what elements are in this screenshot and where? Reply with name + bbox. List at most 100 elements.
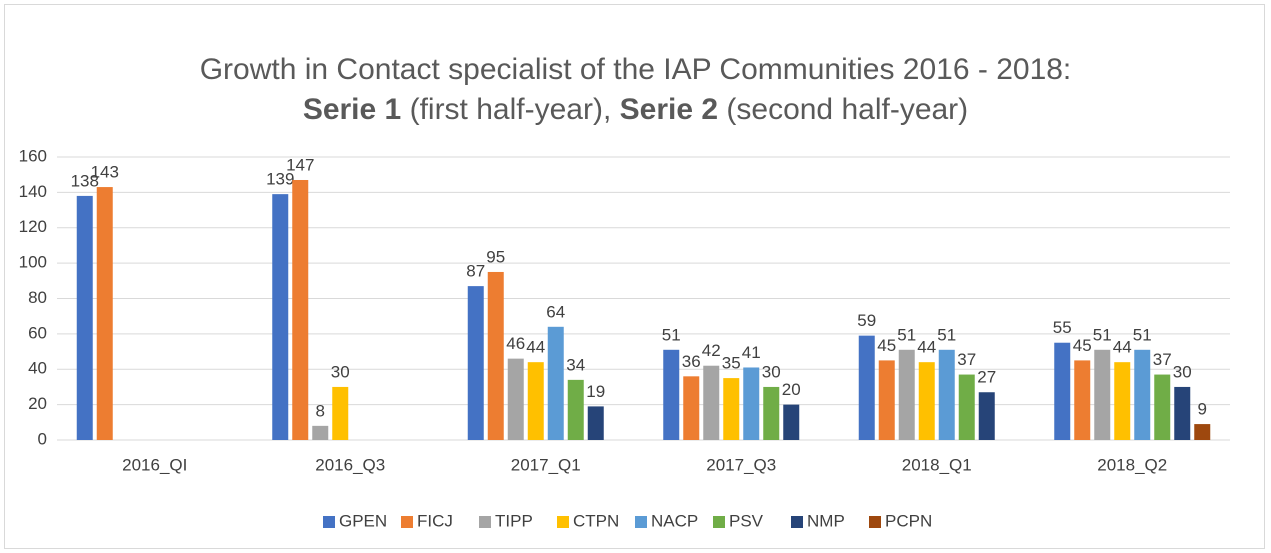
data-label: 138: [71, 171, 99, 190]
bar: [763, 386, 780, 440]
subtitle-part: Serie 2: [619, 93, 719, 126]
y-tick-label: 40: [28, 359, 47, 378]
bar: [272, 194, 289, 440]
legend-swatch: [713, 516, 725, 528]
bar: [1074, 360, 1091, 440]
data-label: 9: [1198, 400, 1207, 419]
y-tick-label: 140: [19, 182, 47, 201]
bar: [487, 271, 504, 440]
bar: [683, 376, 700, 440]
data-label: 55: [1053, 318, 1072, 337]
bar: [467, 286, 484, 440]
bar: [723, 378, 740, 440]
bar: [567, 379, 584, 440]
bar: [878, 360, 895, 440]
y-tick-label: 0: [38, 429, 47, 448]
bar: [76, 195, 93, 440]
legend-swatch: [479, 516, 491, 528]
data-label: 95: [486, 247, 505, 266]
bar: [743, 367, 760, 440]
legend-label: PCPN: [885, 511, 932, 530]
legend-label: NACP: [651, 511, 698, 530]
x-tick-label: 2018_Q2: [1097, 455, 1167, 474]
data-label: 27: [977, 368, 996, 387]
data-label: 139: [266, 170, 294, 189]
legend-label: NMP: [807, 511, 845, 530]
subtitle-part: Serie 1: [302, 93, 402, 126]
bar: [783, 404, 800, 440]
bar: [96, 187, 113, 440]
bar: [507, 358, 524, 440]
data-label: 87: [466, 262, 485, 281]
bar: [1174, 386, 1191, 440]
y-tick-label: 160: [19, 146, 47, 165]
bar: [663, 349, 680, 440]
data-label: 147: [286, 155, 314, 174]
title-block: Growth in Contact specialist of the IAP …: [0, 50, 1271, 130]
data-label: 41: [742, 343, 761, 362]
data-label: 46: [506, 334, 525, 353]
data-label: 51: [937, 325, 956, 344]
y-tick-label: 100: [19, 253, 47, 272]
bar: [958, 374, 975, 440]
bar: [898, 349, 915, 440]
data-label: 59: [857, 311, 876, 330]
chart-subtitle: Serie 1 (first half-year), Serie 2 (seco…: [0, 90, 1271, 130]
x-tick-label: 2016_Q3: [315, 455, 385, 474]
bar: [332, 386, 349, 440]
x-tick-label: 2017_Q1: [511, 455, 581, 474]
bar: [1154, 374, 1171, 440]
data-label: 44: [526, 338, 545, 357]
data-label: 37: [1153, 350, 1172, 369]
data-label: 30: [331, 362, 350, 381]
data-label: 36: [682, 352, 701, 371]
bar: [1054, 342, 1071, 440]
data-label: 51: [1133, 325, 1152, 344]
bar: [312, 425, 329, 440]
legend-swatch: [791, 516, 803, 528]
bar: [938, 349, 955, 440]
y-tick-label: 120: [19, 217, 47, 236]
legend-label: CTPN: [573, 511, 619, 530]
x-tick-label: 2016_QI: [122, 455, 187, 474]
bar: [587, 406, 604, 440]
data-label: 19: [586, 382, 605, 401]
legend-swatch: [869, 516, 881, 528]
data-label: 37: [957, 350, 976, 369]
legend-swatch: [557, 516, 569, 528]
bar: [703, 365, 720, 440]
data-label: 30: [762, 362, 781, 381]
bar: [918, 362, 935, 440]
data-label: 51: [1093, 325, 1112, 344]
y-tick-label: 60: [28, 323, 47, 342]
chart-title: Growth in Contact specialist of the IAP …: [199, 53, 1072, 86]
data-label: 143: [91, 163, 119, 182]
data-label: 45: [877, 336, 896, 355]
data-label: 64: [546, 302, 565, 321]
chart-frame: [4, 4, 1265, 549]
subtitle-part: (first half-year),: [409, 93, 612, 126]
bar: [1114, 362, 1131, 440]
legend-swatch: [635, 516, 647, 528]
bar: [292, 179, 309, 440]
bar: [527, 362, 544, 440]
bar: [1094, 349, 1111, 440]
x-tick-label: 2017_Q3: [706, 455, 776, 474]
bar: [547, 326, 564, 440]
data-label: 34: [566, 355, 585, 374]
data-label: 45: [1073, 336, 1092, 355]
legend-label: TIPP: [495, 511, 533, 530]
data-label: 51: [897, 325, 916, 344]
data-label: 30: [1173, 362, 1192, 381]
legend-label: GPEN: [339, 511, 387, 530]
bar: [1194, 424, 1211, 440]
x-tick-label: 2018_Q1: [902, 455, 972, 474]
bar: [1134, 349, 1151, 440]
data-label: 44: [917, 338, 936, 357]
bar: [978, 392, 995, 440]
legend-label: PSV: [729, 511, 764, 530]
data-label: 20: [782, 380, 801, 399]
legend-swatch: [323, 516, 335, 528]
legend-label: FICJ: [417, 511, 453, 530]
